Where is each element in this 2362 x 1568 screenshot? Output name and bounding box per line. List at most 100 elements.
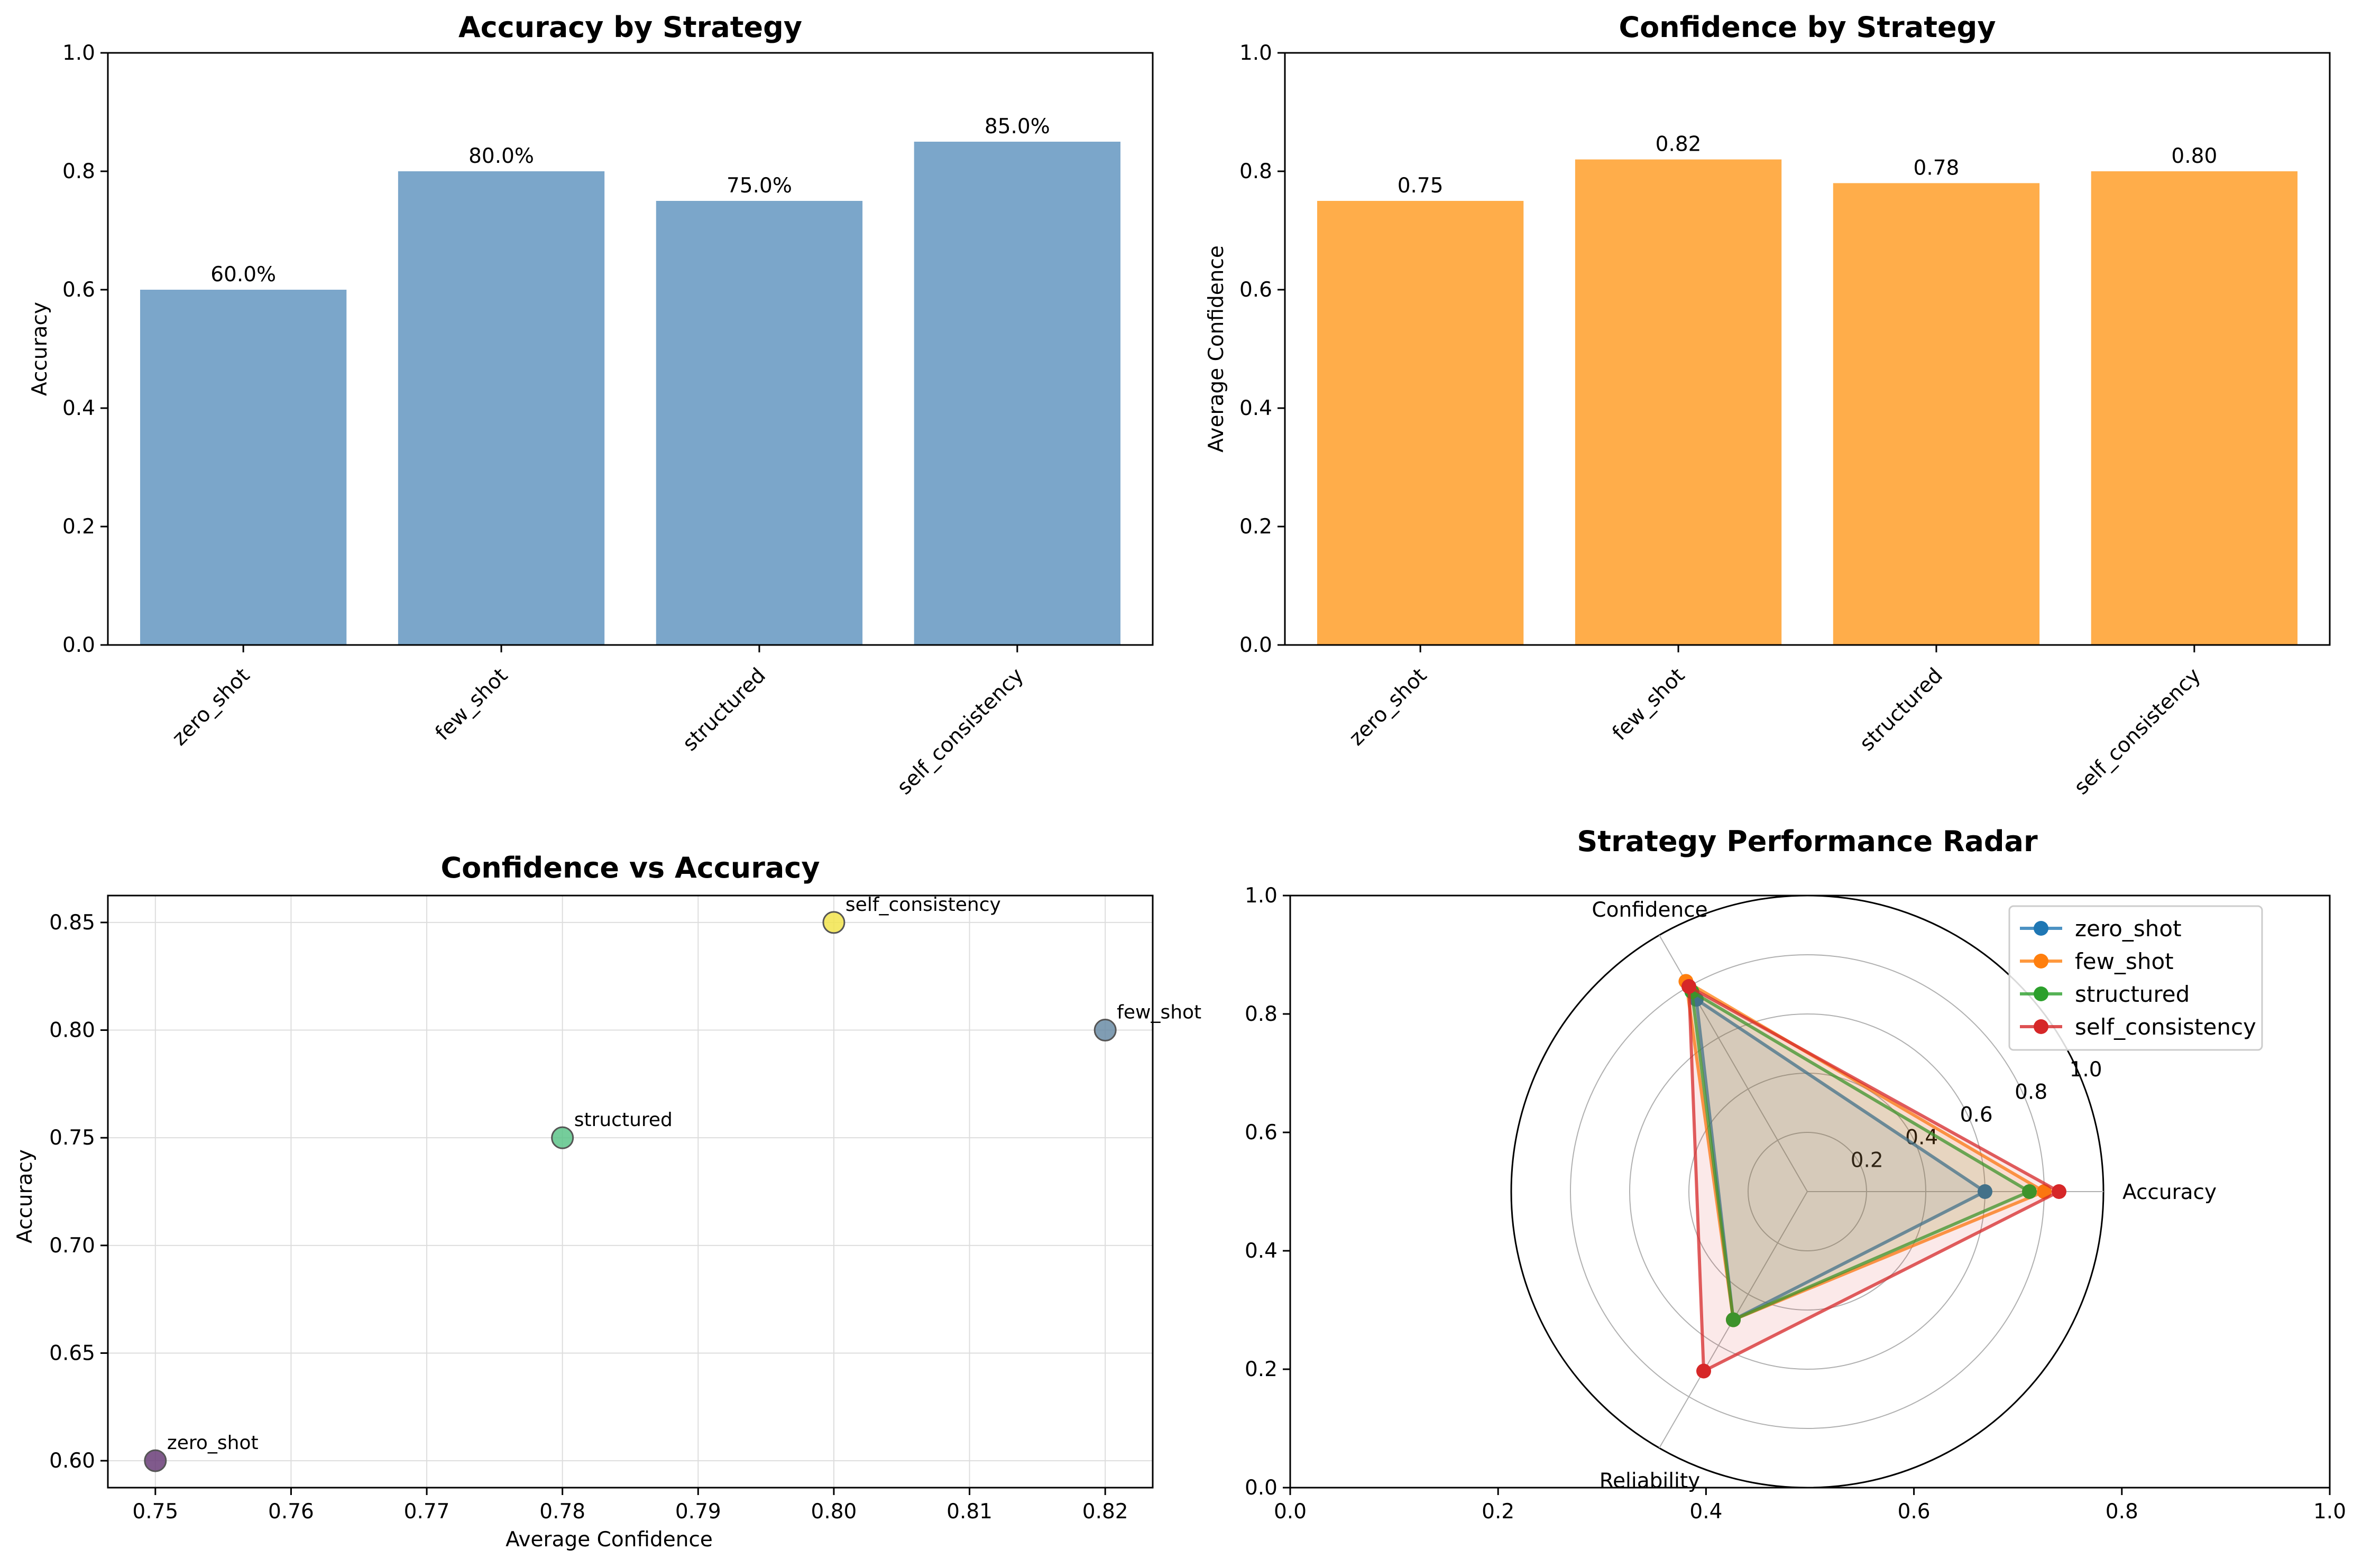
confidence-y-tick-label: 1.0: [1239, 41, 1272, 65]
confidence-y-tick-label: 0.8: [1239, 160, 1272, 183]
accuracy-x-tick-label-zero_shot: zero_shot: [168, 663, 254, 750]
radar-series-self_consistency: [1681, 979, 2066, 1379]
scatter-x-tick-label: 0.79: [675, 1500, 721, 1524]
radar-axis-label-reliability: Reliability: [1600, 1469, 1701, 1493]
scatter-x-tick-label: 0.78: [539, 1500, 585, 1524]
radar-radial-tick-label: 1.0: [2070, 1058, 2102, 1082]
radar-legend-label-structured: structured: [2075, 981, 2190, 1007]
scatter-x-tick-label: 0.81: [946, 1500, 992, 1524]
radar-axis-label-confidence: Confidence: [1592, 898, 1707, 922]
accuracy-bar-self_consistency: [914, 142, 1121, 645]
radar-polygon-structured: [1690, 990, 2031, 1322]
radar-radial-tick-label: 0.6: [1960, 1103, 1993, 1127]
confidence-bar-self_consistency: [2091, 171, 2298, 645]
confidence-y-axis-label: Average Confidence: [1205, 245, 1228, 453]
radar-legend-marker-few_shot: [2034, 954, 2048, 969]
strategy-radar-chart: Strategy Performance Radar 0.00.0 0.2 0.2 0…: [1245, 825, 2346, 1524]
accuracy-y-tick-label: 0.2: [62, 515, 95, 539]
accuracy-y-tick-label: 0.0: [62, 633, 95, 657]
accuracy-bar-chart: Accuracy by Strategy Accuracy 0.0 0.2 0.4 0…: [28, 11, 1154, 799]
accuracy-y-tick-label: 0.8: [62, 160, 95, 183]
accuracy-x-tick-label-self_consistency: self_consistency: [893, 663, 1028, 799]
radar-polygon-few_shot: [1684, 980, 2046, 1322]
scatter-y-axis-label: Accuracy: [13, 1149, 37, 1243]
accuracy-y-tick-label: 1.0: [62, 41, 95, 65]
radar-legend-marker-self_consistency: [2034, 1019, 2048, 1034]
radar-frame-x-tick-label: 0.0: [1274, 1500, 1307, 1524]
radar-legend-label-few_shot: few_shot: [2075, 948, 2174, 974]
confidence-bar-few_shot: [1575, 159, 1782, 645]
radar-frame-x-tick-label: 0.6: [1898, 1500, 1931, 1524]
accuracy-y-tick-label: 0.4: [62, 396, 95, 420]
confidence-value-label-structured: 0.78: [1914, 156, 1960, 180]
accuracy-y-axis-label: Accuracy: [28, 302, 52, 396]
scatter-x-axis-label: Average Confidence: [506, 1528, 713, 1552]
scatter-point-label-zero_shot: zero_shot: [167, 1432, 259, 1454]
confidence-chart-title: Confidence by Strategy: [1619, 11, 1996, 44]
confidence-value-label-few_shot: 0.82: [1656, 133, 1702, 156]
scatter-x-tick-label: 0.77: [404, 1500, 450, 1524]
scatter-point-label-structured: structured: [574, 1109, 673, 1131]
scatter-y-tick-label: 0.65: [49, 1341, 95, 1365]
scatter-y-tick-label: 0.60: [49, 1449, 95, 1473]
accuracy-bar-few_shot: [398, 171, 605, 645]
radar-point-structured-reliability: [1726, 1312, 1741, 1327]
scatter-plot-frame: [107, 894, 1154, 1489]
confidence-value-label-self_consistency: 0.80: [2171, 144, 2217, 168]
radar-frame-y-tick-label: 0.0: [1245, 1476, 1277, 1500]
scatter-point-label-self_consistency: self_consistency: [845, 894, 1001, 916]
radar-frame-y-tick-label: 0.6: [1245, 1121, 1277, 1145]
scatter-x-tick-label: 0.75: [132, 1500, 178, 1524]
radar-frame-x-tick-label: 0.8: [2106, 1500, 2138, 1524]
accuracy-x-tick-label-structured: structured: [678, 663, 770, 755]
radar-frame-y-tick-label: 1.0: [1245, 884, 1277, 908]
accuracy-value-label-zero_shot: 60.0%: [210, 263, 276, 287]
confidence-bar-chart: Confidence by Strategy Average Confidenc…: [1205, 11, 2331, 799]
scatter-y-tick-label: 0.85: [49, 911, 95, 935]
scatter-y-tick-label: 0.75: [49, 1126, 95, 1150]
radar-frame-x-tick-label: 1.0: [2313, 1500, 2346, 1524]
radar-frame-y-tick-label: 0.2: [1245, 1358, 1277, 1381]
scatter-x-tick-label: 0.76: [268, 1500, 314, 1524]
radar-legend-box: [2008, 905, 2263, 1051]
accuracy-plot-frame: [107, 52, 1154, 646]
confidence-y-tick-label: 0.6: [1239, 278, 1272, 302]
radar-radial-tick-label: 0.4: [1905, 1126, 1938, 1149]
radar-legend-label-self_consistency: self_consistency: [2075, 1014, 2256, 1040]
confidence-bar-structured: [1833, 183, 2040, 645]
radar-polygon-zero_shot: [1695, 998, 1987, 1322]
radar-point-self_consistency-confidence: [1681, 979, 1696, 994]
scatter-point-label-few_shot: few_shot: [1117, 1002, 1201, 1023]
scatter-x-tick-label: 0.80: [811, 1500, 857, 1524]
accuracy-bar-structured: [656, 201, 863, 645]
confidence-bar-zero_shot: [1317, 201, 1524, 645]
confidence-plot-frame: [1284, 52, 2331, 646]
scatter-x-tick-label: 0.82: [1082, 1500, 1128, 1524]
scatter-point-few_shot: [1093, 1019, 1117, 1042]
scatter-y-tick-label: 0.70: [49, 1234, 95, 1258]
radar-point-structured-accuracy: [2022, 1184, 2037, 1199]
radar-frame-y-tick-label: 0.4: [1245, 1239, 1277, 1263]
radar-axis-label-accuracy: Accuracy: [2122, 1180, 2217, 1204]
radar-radial-tick-label: 0.2: [1851, 1148, 1883, 1172]
scatter-point-self_consistency: [822, 911, 845, 934]
radar-frame-y-tick-label: 0.8: [1245, 1002, 1277, 1026]
radar-legend-marker-structured: [2034, 986, 2048, 1001]
radar-frame-x-tick-label: 0.4: [1689, 1500, 1722, 1524]
accuracy-value-label-few_shot: 80.0%: [468, 144, 534, 168]
confidence-y-tick-label: 0.4: [1239, 396, 1272, 420]
accuracy-y-tick-label: 0.6: [62, 278, 95, 302]
radar-point-self_consistency-reliability: [1696, 1363, 1711, 1379]
accuracy-bar-zero_shot: [140, 290, 347, 645]
radar-radial-tick-label: 0.8: [2015, 1081, 2047, 1104]
scatter-y-tick-label: 0.80: [49, 1019, 95, 1043]
scatter-chart-title: Confidence vs Accuracy: [440, 851, 820, 884]
radar-polygon-self_consistency: [1687, 985, 2061, 1373]
radar-frame-x-tick-label: 0.2: [1482, 1500, 1514, 1524]
accuracy-chart-title: Accuracy by Strategy: [458, 11, 802, 44]
confidence-x-tick-label-self_consistency: self_consistency: [2070, 663, 2205, 799]
radar-point-few_shot-accuracy: [2037, 1184, 2052, 1199]
radar-point-self_consistency-accuracy: [2052, 1184, 2066, 1199]
confidence-y-tick-label: 0.2: [1239, 515, 1272, 539]
